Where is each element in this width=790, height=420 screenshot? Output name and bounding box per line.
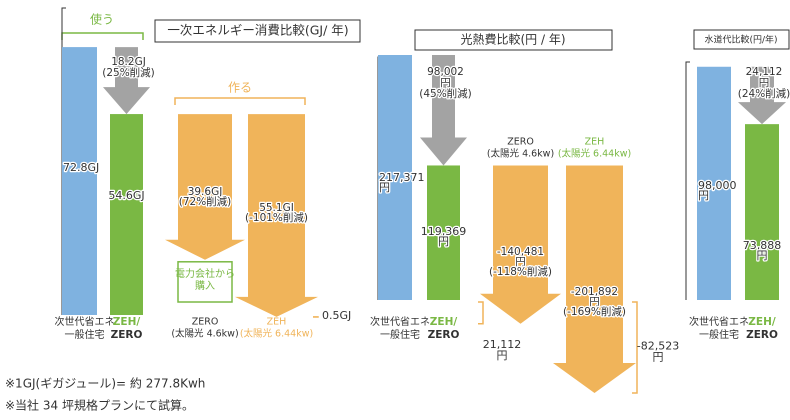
- reduction-label: 98,002: [427, 66, 464, 78]
- generation-name: (太陽光 6.44kw): [240, 328, 313, 340]
- generation-arrow: [235, 114, 318, 317]
- value-label: 円: [438, 235, 449, 248]
- reduction-label: 円: [440, 77, 451, 89]
- value-label: 54.6GJ: [108, 189, 144, 202]
- generation-label: 39.6GJ: [188, 186, 223, 198]
- generation-arrow: [480, 165, 561, 324]
- chart-title: 光熱費比較(円 / 年): [460, 32, 565, 47]
- generation-label: 円: [515, 256, 526, 268]
- generation-label: (-118%削減): [489, 265, 552, 278]
- title-box: [414, 29, 613, 51]
- reduction-label: (24%削減): [738, 87, 790, 100]
- end-bracket: [478, 301, 484, 325]
- bar: [110, 114, 143, 316]
- end-label: 21,112: [483, 338, 522, 351]
- x-tick-label: ZEH/: [430, 316, 458, 328]
- x-tick-label: 次世代省エネ: [370, 315, 430, 328]
- note-label: 電力会社から: [175, 267, 235, 280]
- x-tick-label: ZERO: [746, 329, 778, 341]
- x-tick-label: 次世代省エネ: [55, 315, 115, 328]
- chart-title: 一次エネルギー消費比較(GJ/ 年): [167, 23, 348, 38]
- generation-arrow: [553, 165, 636, 394]
- generation-label: (-101%削減): [245, 211, 308, 224]
- value-label: 円: [379, 181, 390, 194]
- value-label: 98,000: [698, 179, 737, 192]
- x-tick-label: ZERO: [428, 329, 460, 341]
- generation-label: 円: [589, 296, 600, 308]
- bar: [378, 55, 412, 301]
- value-label: 円: [698, 189, 709, 202]
- x-tick-label: ZERO: [111, 329, 143, 341]
- bar: [745, 124, 779, 300]
- generation-label: -140,481: [497, 246, 544, 258]
- reduction-arrow: [103, 47, 150, 115]
- note-box: [177, 261, 233, 303]
- title-box: [154, 19, 361, 43]
- group-label: 作る: [228, 81, 252, 95]
- group-bracket: [61, 32, 144, 40]
- end-bracket: [632, 301, 638, 394]
- x-tick-label: ZEH/: [748, 316, 776, 328]
- x-tick-label: 一般住宅: [699, 328, 739, 341]
- reduction-label: 円: [759, 77, 770, 89]
- reduction-arrow: [420, 55, 467, 166]
- x-tick-label: 一般住宅: [380, 328, 420, 341]
- footnote: ※当社 34 坪規格プランにて試算。: [5, 398, 194, 413]
- x-tick-label: 次世代省エネ: [689, 315, 749, 328]
- generation-name: (太陽光 4.6kw): [171, 328, 238, 340]
- end-label: -82,523: [637, 340, 679, 353]
- reduction-label: 18.2GJ: [111, 56, 146, 68]
- end-label: 0.5GJ: [322, 309, 351, 322]
- generation-label: (-169%削減): [563, 305, 626, 318]
- reduction-arrow: [738, 66, 786, 125]
- generation-name: (太陽光 4.6kw): [487, 148, 554, 160]
- generation-label: (72%削減): [179, 195, 232, 208]
- group-bracket: [174, 97, 306, 105]
- reduction-label: (45%削減): [419, 87, 472, 100]
- chart-title: 水道代比較(円/年): [704, 34, 777, 46]
- x-tick-label: 一般住宅: [65, 328, 105, 341]
- generation-name: ZERO: [507, 137, 534, 148]
- bar: [62, 47, 97, 315]
- title-box: [693, 29, 790, 50]
- generation-name: (太陽光 6.44kw): [558, 148, 631, 160]
- generation-name: ZEH: [267, 317, 287, 328]
- value-label: 73,888: [743, 239, 782, 252]
- value-label: 円: [757, 249, 768, 262]
- group-label: 使う: [90, 12, 114, 27]
- end-label: 円: [497, 349, 508, 362]
- note-label: 購入: [195, 279, 215, 292]
- end-label: 円: [653, 351, 664, 364]
- generation-name: ZEH: [585, 137, 605, 148]
- bar: [697, 66, 731, 300]
- x-tick-label: ZEH/: [113, 316, 141, 328]
- reduction-label: 24,112: [746, 66, 783, 78]
- generation-label: 55.1GJ: [259, 202, 294, 214]
- axis: [685, 61, 690, 300]
- generation-name: ZERO: [192, 317, 219, 328]
- generation-arrow: [165, 114, 245, 260]
- value-label: 72.8GJ: [63, 161, 99, 174]
- value-label: 217,371: [379, 171, 425, 184]
- value-label: 119,369: [421, 225, 467, 238]
- generation-label: -201,892: [571, 286, 618, 298]
- footnote: ※1GJ(ギガジュール)= 約 277.8Kwh: [5, 376, 205, 391]
- reduction-label: (25%削減): [102, 66, 155, 79]
- bar: [427, 165, 460, 300]
